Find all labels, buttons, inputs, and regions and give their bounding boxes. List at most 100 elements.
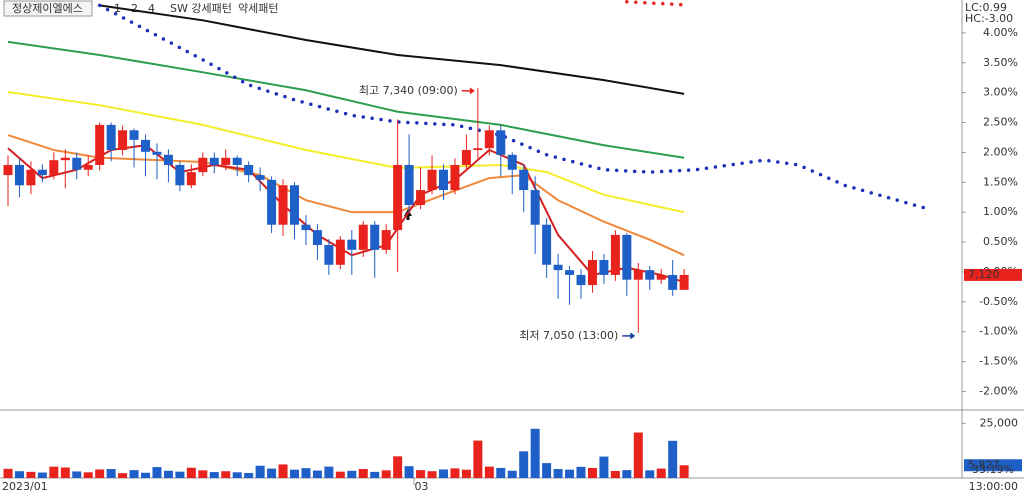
- volume-bar: [553, 469, 563, 478]
- volume-bar: [668, 440, 678, 478]
- volume-bar: [232, 472, 242, 478]
- volume-bar: [473, 440, 483, 478]
- volume-bar: [221, 471, 231, 478]
- candle-body: [335, 239, 345, 265]
- moving-average-line: [99, 4, 685, 95]
- annotation: 최저 7,050 (13:00): [519, 329, 618, 342]
- volume-bar: [656, 468, 666, 478]
- pattern-label[interactable]: SW 강세패턴: [170, 2, 232, 15]
- volume-bar: [255, 465, 265, 478]
- candle-body: [186, 172, 196, 186]
- candle-body: [484, 130, 494, 149]
- volume-bar: [358, 469, 368, 478]
- pattern-label[interactable]: 약세패턴: [238, 1, 278, 15]
- stock-name[interactable]: 정상제이엘에스: [12, 2, 83, 15]
- volume-bar: [49, 466, 59, 478]
- y-tick-label: 1.50%: [983, 175, 1018, 188]
- volume-bar: [370, 471, 380, 478]
- volume-bar: [679, 465, 689, 478]
- last-price-label: 7,120: [968, 268, 1000, 281]
- candle-body: [255, 175, 265, 180]
- y-tick-label: 2.00%: [983, 145, 1018, 158]
- candle-body: [141, 139, 151, 152]
- x-tick-label: 2023/01: [2, 480, 48, 493]
- candle-body: [370, 224, 380, 250]
- volume-bar: [576, 466, 586, 478]
- volume-bar: [645, 470, 655, 478]
- volume-bar: [244, 472, 254, 478]
- candle-body: [610, 234, 620, 275]
- volume-bar: [83, 472, 93, 478]
- volume-box: [964, 459, 1022, 472]
- candle-body: [656, 274, 666, 280]
- candle-body: [347, 239, 357, 250]
- candle-body: [267, 179, 277, 225]
- volume-bar: [496, 467, 506, 478]
- candle-body: [576, 274, 586, 286]
- volume-bar: [335, 471, 345, 478]
- candle-body: [3, 164, 13, 176]
- candle-body: [152, 151, 162, 155]
- volume-bar: [60, 467, 70, 478]
- volume-bar: [26, 471, 36, 478]
- y-tick-label: -1.50%: [979, 355, 1018, 368]
- annotation-arrowhead: [630, 332, 636, 340]
- y-tick-label: -2.00%: [979, 384, 1018, 397]
- volume-bar: [530, 428, 540, 478]
- candle-body: [118, 130, 128, 151]
- volume-bar: [3, 468, 13, 478]
- candle-body: [438, 169, 448, 191]
- candle-body: [232, 157, 242, 165]
- annotation: 최고 7,340 (09:00): [359, 84, 458, 97]
- candle-body: [668, 274, 678, 290]
- tab[interactable]: 2: [131, 2, 138, 15]
- volume-bar: [186, 467, 196, 478]
- candle-body: [49, 160, 59, 176]
- y-tick-label: 25,000: [980, 416, 1019, 429]
- volume-bar: [290, 469, 299, 478]
- volume-bar: [163, 470, 173, 478]
- volume-bar: [633, 432, 643, 478]
- volume-bar: [610, 471, 620, 478]
- candle-body: [26, 169, 36, 186]
- y-tick-label: 0.50%: [983, 235, 1018, 248]
- candle-body: [633, 270, 643, 280]
- volume-bar: [542, 463, 552, 478]
- y-tick-label: 3.00%: [983, 86, 1018, 99]
- candle-body: [198, 157, 208, 173]
- volume-bar: [461, 469, 471, 478]
- volume-bar: [427, 471, 437, 478]
- volume-bar: [622, 470, 632, 478]
- candle-body: [60, 157, 70, 161]
- candle-body: [301, 224, 311, 231]
- volume-bar: [152, 467, 162, 478]
- volume-bar: [141, 472, 151, 478]
- price-box: [964, 268, 1022, 281]
- volume-bar: [301, 468, 311, 478]
- candle-body: [106, 124, 116, 151]
- indicator-label: HC:-3.00: [965, 12, 1013, 25]
- volume-bar: [37, 472, 47, 478]
- candle-body: [679, 274, 689, 290]
- y-tick-label: 2.50%: [983, 116, 1018, 129]
- moving-average-line: [7, 40, 685, 159]
- candle-body: [72, 157, 82, 170]
- y-tick-label: 3.50%: [983, 56, 1018, 69]
- candle-body: [496, 130, 506, 155]
- candle-body: [312, 230, 322, 246]
- candle-body: [278, 185, 288, 225]
- candle-body: [645, 270, 655, 280]
- candle-body: [461, 150, 471, 165]
- volume-bar: [393, 456, 403, 478]
- volume-label: 5,827: [968, 458, 1000, 471]
- title-box: [3, 0, 93, 17]
- volume-bar: [312, 470, 322, 478]
- volume-bar: [198, 470, 208, 478]
- volume-bar: [519, 451, 529, 478]
- volume-bar: [507, 470, 517, 478]
- volume-bar: [129, 470, 139, 478]
- y-tick-label: 1.00%: [983, 205, 1018, 218]
- y-tick-label: 4.00%: [983, 26, 1018, 39]
- tab[interactable]: 4: [148, 2, 155, 15]
- time-label: 13:00:00: [969, 480, 1018, 493]
